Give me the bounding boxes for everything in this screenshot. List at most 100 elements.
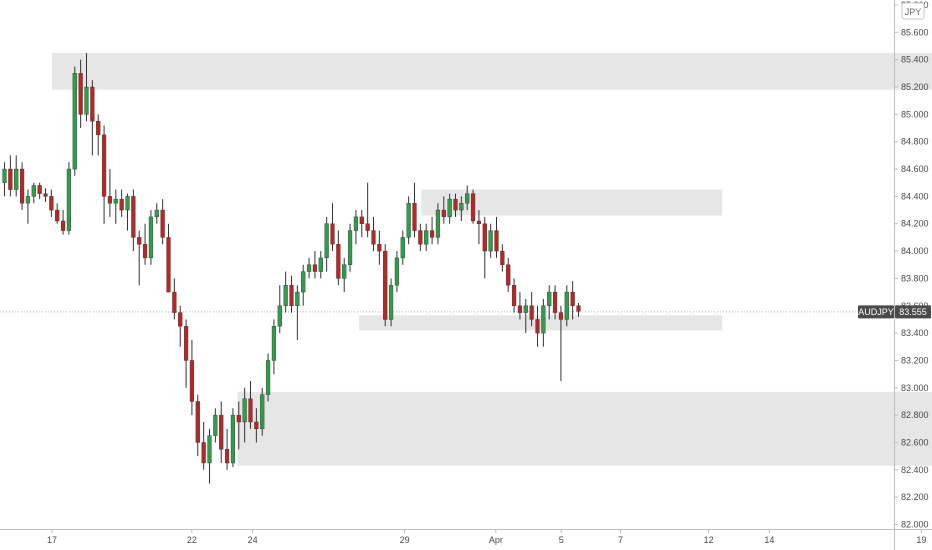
candle: [435, 203, 441, 245]
candle: [447, 193, 452, 224]
candle: [265, 353, 271, 402]
price-tick-label: 85.000: [901, 109, 929, 119]
time-tick-label: 7: [618, 535, 623, 545]
candle: [494, 216, 499, 258]
candle: [25, 189, 31, 224]
zone-2: [359, 315, 723, 331]
candle: [295, 285, 300, 340]
candle: [277, 285, 282, 334]
candle: [541, 298, 546, 347]
price-tick-label: 82.200: [901, 492, 929, 502]
candle: [72, 66, 77, 176]
candle: [66, 162, 72, 235]
time-tick-label: 29: [400, 535, 410, 545]
price-tick-label: 84.200: [901, 219, 929, 229]
price-tick-label: 83.200: [901, 355, 929, 365]
candle: [60, 210, 66, 235]
candle: [576, 303, 581, 317]
price-tick-label: 85.600: [901, 27, 929, 37]
candle: [260, 387, 265, 436]
candle: [166, 223, 171, 293]
candle: [230, 408, 236, 468]
candle: [31, 182, 36, 204]
candle: [558, 305, 564, 381]
symbol-badge-text: AUDJPY: [858, 307, 894, 317]
candle: [312, 251, 318, 279]
candle: [412, 182, 417, 238]
price-tick-label: 82.400: [901, 465, 929, 475]
zone-0: [52, 52, 932, 90]
candle: [201, 421, 206, 470]
time-tick-label: 19: [916, 535, 926, 545]
candlestick-series: [2, 52, 581, 484]
supply-demand-zones: [52, 52, 932, 466]
candle: [511, 278, 517, 313]
candle: [318, 251, 323, 279]
candle: [236, 401, 241, 450]
candle: [482, 216, 487, 279]
candle: [459, 196, 464, 222]
candle: [271, 319, 277, 375]
candle: [552, 285, 558, 320]
candle: [347, 223, 353, 272]
candle: [254, 408, 259, 443]
candle: [219, 401, 224, 463]
time-tick-label: Apr: [489, 535, 503, 545]
price-tick-label: 84.600: [901, 164, 929, 174]
time-tick-label: 24: [248, 535, 258, 545]
candle: [183, 319, 189, 388]
candle: [418, 223, 423, 252]
candle: [43, 188, 48, 202]
candle: [90, 80, 95, 156]
candle: [289, 275, 294, 313]
time-tick-label: 12: [704, 535, 714, 545]
candle: [441, 196, 446, 224]
time-tick-label: 14: [764, 535, 774, 545]
candle: [125, 193, 130, 231]
price-tick-label: 85.200: [901, 82, 929, 92]
candle: [195, 394, 200, 457]
candle: [248, 380, 253, 429]
candle: [84, 52, 89, 122]
candle: [107, 169, 113, 217]
candle: [242, 387, 247, 443]
currency-label[interactable]: JPY: [901, 2, 925, 20]
candle: [523, 298, 528, 334]
candle: [564, 285, 569, 327]
candle: [78, 59, 83, 129]
price-tick-label: 84.400: [901, 191, 929, 201]
time-tick-label: 5: [559, 535, 564, 545]
candle: [406, 196, 411, 245]
price-tick-label: 83.800: [901, 273, 929, 283]
candle: [342, 257, 347, 293]
candle: [178, 305, 183, 347]
candle: [148, 210, 154, 265]
price-tick-label: 85.400: [901, 55, 929, 65]
candle: [101, 125, 107, 224]
candle: [517, 292, 523, 320]
price-tick-label: 82.000: [901, 520, 929, 530]
time-tick-label: 22: [187, 535, 197, 545]
candle: [383, 244, 388, 327]
candle: [353, 210, 359, 245]
price-tick-label: 84.800: [901, 137, 929, 147]
candle: [131, 189, 136, 252]
candle: [55, 203, 60, 224]
candle: [96, 114, 101, 156]
candle: [371, 216, 376, 252]
time-axis-ticks[interactable]: 17222429Apr57121419212: [47, 529, 932, 546]
candle: [535, 305, 540, 347]
candle: [570, 281, 575, 320]
candle: [400, 230, 405, 265]
price-badges: AUDJPY 83.555: [858, 305, 931, 319]
candle: [388, 278, 394, 327]
candle: [453, 193, 458, 217]
candle: [488, 223, 493, 258]
price-tick-label: 83.000: [901, 383, 929, 393]
candle: [2, 162, 7, 197]
candle: [377, 230, 382, 265]
candle: [500, 244, 505, 272]
candle: [119, 189, 124, 217]
price-tick-label: 82.800: [901, 410, 929, 420]
